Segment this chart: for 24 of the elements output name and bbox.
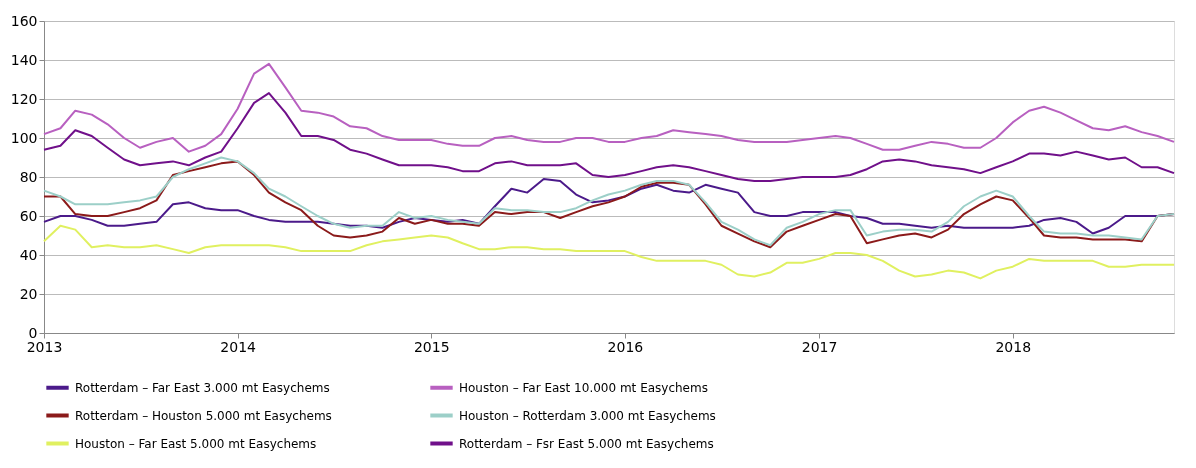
line-series — [43, 92, 1175, 182]
y-tick-label: 140 — [10, 51, 38, 68]
y-tick-label: 80 — [19, 168, 38, 185]
line-series — [43, 224, 1175, 280]
y-tick-label: 160 — [10, 12, 38, 29]
y-tick-label: 100 — [10, 129, 38, 146]
x-tick-label: 2016 — [607, 338, 644, 355]
legend-label: Houston – Far East 5.000 mt Easychems — [75, 436, 317, 451]
line-series — [43, 62, 1175, 153]
y-tick-label: 0 — [28, 324, 38, 341]
x-tick-label: 2013 — [26, 338, 63, 355]
y-tick-label: 40 — [19, 246, 38, 263]
x-tick-label: 2017 — [801, 338, 838, 355]
legend-label: Rotterdam – Houston 5.000 mt Easychems — [75, 408, 332, 423]
legend-label: Houston – Rotterdam 3.000 mt Easychems — [459, 408, 716, 423]
legend-label: Rotterdam – Fsr East 5.000 mt Easychems — [459, 436, 714, 451]
y-tick-label: 20 — [19, 285, 38, 302]
x-tick-label: 2014 — [220, 338, 257, 355]
y-tick-label: 60 — [19, 207, 38, 224]
x-tick-label: 2015 — [413, 338, 450, 355]
legend-label: Rotterdam – Far East 3.000 mt Easychems — [75, 380, 330, 395]
legend-label: Houston – Far East 10.000 mt Easychems — [459, 380, 708, 395]
y-tick-label: 120 — [10, 90, 38, 107]
x-tick-label: 2018 — [995, 338, 1032, 355]
